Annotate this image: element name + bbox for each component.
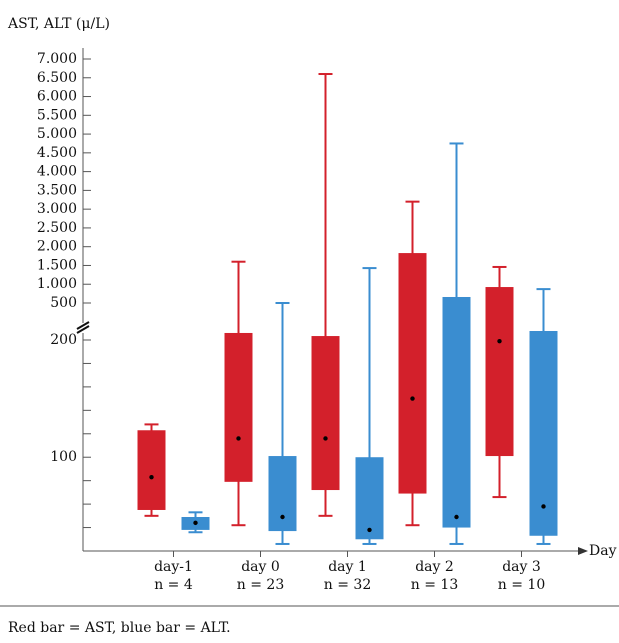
y-axis-label: AST, ALT (μ/L) [7, 16, 110, 32]
median-dot [410, 396, 415, 401]
median-dot [454, 514, 459, 520]
y-tick-label: 5.000 [37, 126, 77, 142]
y-tick-label: 500 [50, 295, 77, 311]
box [442, 296, 471, 528]
box [137, 430, 166, 510]
box [485, 287, 514, 457]
x-tick-label: day 0 [241, 559, 280, 575]
median-dot [497, 338, 502, 344]
n-label: n = 4 [154, 577, 193, 593]
median-dot [193, 520, 198, 526]
x-axis-label: Day [589, 543, 617, 559]
median-dot [149, 474, 154, 480]
median-dot [367, 527, 372, 533]
axis-break [76, 321, 90, 330]
median-dot [323, 436, 328, 441]
y-tick-label: 4.000 [37, 164, 77, 180]
median-dot [236, 436, 241, 441]
n-label: n = 32 [324, 577, 371, 593]
box [268, 456, 297, 532]
y-tick-label: 200 [50, 332, 77, 348]
y-tick-label: 4.500 [37, 145, 77, 161]
y-tick-label: 7.000 [37, 51, 77, 67]
x-tick-label: day 2 [415, 559, 454, 575]
box [311, 336, 340, 491]
y-tick-label: 2.000 [37, 239, 77, 255]
y-tick-label: 3.000 [37, 201, 77, 217]
n-label: n = 13 [411, 577, 458, 593]
x-tick-label: day 1 [328, 559, 367, 575]
y-tick-label: 6.500 [37, 70, 77, 86]
box [398, 253, 427, 494]
median-dot [280, 514, 285, 520]
median-dot [541, 504, 546, 509]
y-tick-label: 2.500 [37, 220, 77, 236]
y-tick-label: 3.500 [37, 182, 77, 198]
y-tick-label: 1.500 [37, 257, 77, 273]
axis-break [76, 325, 90, 334]
y-tick-label: 1.000 [37, 276, 77, 292]
box [355, 457, 384, 540]
footnote: Red bar = AST, blue bar = ALT. [8, 620, 231, 636]
box [224, 332, 253, 482]
x-tick-label: day 3 [502, 559, 541, 575]
y-tick-label: 6.000 [37, 89, 77, 105]
y-tick-label: 100 [50, 449, 77, 465]
x-tick-label: day-1 [154, 559, 193, 575]
n-label: n = 10 [498, 577, 545, 593]
x-axis-arrow [578, 547, 588, 555]
box [529, 330, 558, 536]
y-tick-label: 5.500 [37, 107, 77, 123]
n-label: n = 23 [237, 577, 284, 593]
